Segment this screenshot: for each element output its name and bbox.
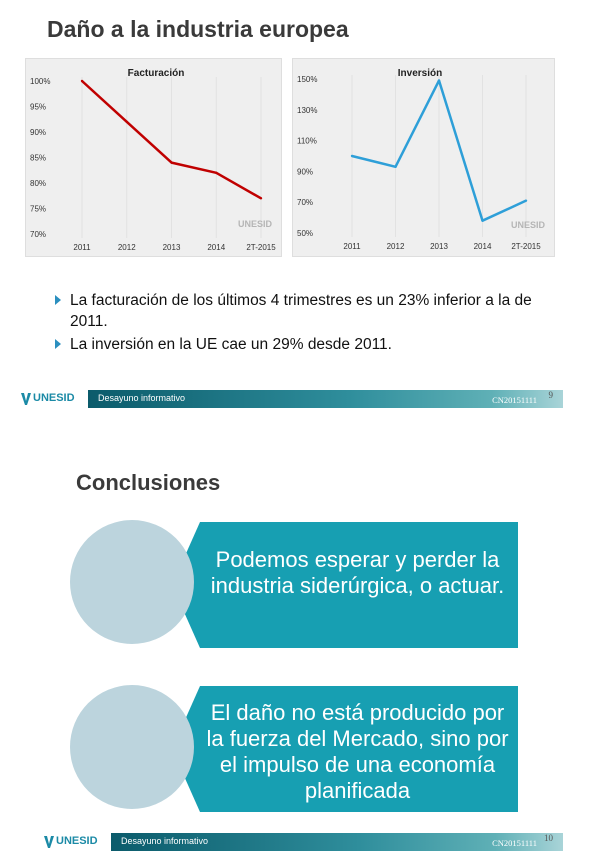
bullet-list: La facturación de los últimos 4 trimestr… bbox=[55, 290, 555, 357]
y-tick-label: 70% bbox=[30, 230, 46, 239]
y-tick-label: 90% bbox=[30, 128, 46, 137]
unesid-logo-icon bbox=[44, 836, 54, 848]
data-point bbox=[170, 161, 173, 164]
chart-title: Inversión bbox=[398, 68, 442, 79]
y-tick-label: 90% bbox=[297, 167, 313, 176]
conclusion-text: Podemos esperar y perder la industria si… bbox=[210, 547, 505, 598]
data-point bbox=[481, 219, 484, 222]
data-point bbox=[524, 199, 528, 202]
data-point bbox=[215, 171, 218, 174]
x-tick-label: 2013 bbox=[163, 243, 181, 252]
x-tick-label: 2013 bbox=[430, 242, 448, 251]
footer-label: Desayuno informativo bbox=[121, 836, 209, 846]
data-point bbox=[437, 79, 441, 82]
slide-footer: UNESID Desayuno informativo CN20151111 9 bbox=[20, 389, 563, 409]
slide-title: Conclusiones bbox=[76, 470, 221, 495]
bullet-text: La facturación de los últimos 4 trimestr… bbox=[70, 292, 532, 330]
y-tick-label: 100% bbox=[30, 77, 50, 86]
bullet-arrow-icon bbox=[55, 339, 61, 349]
bullet-item: La facturación de los últimos 4 trimestr… bbox=[55, 290, 555, 332]
y-tick-label: 110% bbox=[297, 137, 317, 146]
unesid-logo-icon bbox=[21, 393, 31, 405]
data-point bbox=[394, 165, 397, 168]
chart-watermark: UNESID bbox=[238, 219, 273, 229]
y-tick-label: 80% bbox=[30, 179, 46, 188]
data-point bbox=[350, 154, 354, 158]
data-point bbox=[259, 197, 263, 200]
x-tick-label: 2T-2015 bbox=[511, 242, 541, 251]
y-tick-label: 130% bbox=[297, 106, 317, 115]
y-tick-label: 75% bbox=[30, 205, 46, 214]
facturacion-chart-svg: Facturación 70% 75% 80% 85% 90% 95% 100% 2011 201… bbox=[30, 68, 276, 252]
y-tick-label: 85% bbox=[30, 154, 46, 163]
x-tick-label: 2T-2015 bbox=[246, 243, 276, 252]
x-tick-label: 2012 bbox=[387, 242, 405, 251]
bullet-arrow-icon bbox=[55, 295, 61, 305]
y-tick-label: 70% bbox=[297, 198, 313, 207]
x-tick-label: 2014 bbox=[474, 242, 492, 251]
y-tick-label: 150% bbox=[297, 75, 317, 84]
logo-text: UNESID bbox=[33, 392, 75, 404]
footer-label: Desayuno informativo bbox=[98, 393, 186, 403]
bullet-text: La inversión en la UE cae un 29% desde 2… bbox=[70, 336, 392, 353]
slide-title: Daño a la industria europea bbox=[47, 16, 349, 42]
page-number: 9 bbox=[548, 390, 554, 400]
inversion-chart: Inversión 50% 70% 90% 110% 130% 150% 2011 2012 20… bbox=[292, 58, 555, 257]
logo-text: UNESID bbox=[56, 835, 98, 847]
chart-title: Facturación bbox=[128, 68, 185, 79]
conclusion-arrow-shape bbox=[172, 686, 518, 812]
conclusion-circle bbox=[70, 685, 194, 809]
y-tick-label: 50% bbox=[297, 229, 313, 238]
x-tick-label: 2011 bbox=[343, 242, 361, 251]
bullet-item: La inversión en la UE cae un 29% desde 2… bbox=[55, 334, 555, 355]
conclusion-arrow-shape bbox=[172, 522, 518, 648]
data-point bbox=[80, 79, 84, 83]
footer-code: CN20151111 bbox=[492, 395, 537, 405]
facturacion-chart: Facturación 70% 75% 80% 85% 90% 95% 100% 2011 201… bbox=[25, 58, 282, 257]
x-tick-label: 2011 bbox=[73, 243, 91, 252]
footer-code: CN20151111 bbox=[492, 838, 537, 848]
x-tick-label: 2014 bbox=[207, 243, 225, 252]
unesid-logo: UNESID bbox=[20, 389, 88, 409]
conclusion-text: El daño no está producido por la fuerza … bbox=[206, 700, 509, 803]
inversion-chart-svg: Inversión 50% 70% 90% 110% 130% 150% 2011 2012 20… bbox=[297, 68, 546, 251]
data-point bbox=[125, 120, 128, 123]
chart-watermark: UNESID bbox=[511, 220, 546, 230]
footer-bar bbox=[111, 833, 563, 851]
conclusion-circle bbox=[70, 520, 194, 644]
y-tick-label: 95% bbox=[30, 103, 46, 112]
page-number: 10 bbox=[544, 833, 553, 843]
footer-bar bbox=[88, 390, 563, 408]
slide-footer: UNESID Desayuno informativo CN20151111 1… bbox=[43, 832, 563, 852]
unesid-logo: UNESID bbox=[43, 832, 111, 852]
x-tick-label: 2012 bbox=[118, 243, 136, 252]
